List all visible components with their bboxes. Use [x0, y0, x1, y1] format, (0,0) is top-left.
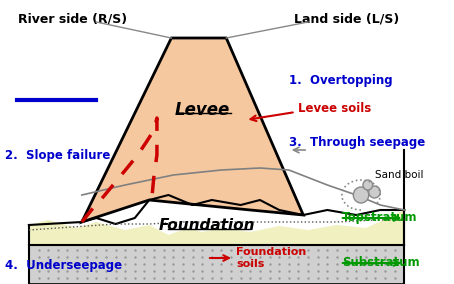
- Text: Levee: Levee: [174, 101, 230, 119]
- Circle shape: [353, 187, 369, 203]
- Polygon shape: [29, 210, 405, 245]
- Text: Foundation: Foundation: [159, 218, 255, 233]
- Text: Substratum: Substratum: [342, 256, 419, 270]
- Text: River side (R/S): River side (R/S): [18, 12, 127, 25]
- Text: 4.  Underseepage: 4. Underseepage: [5, 258, 122, 272]
- Polygon shape: [82, 38, 303, 222]
- Circle shape: [369, 186, 380, 198]
- Text: Foundation
soils: Foundation soils: [236, 247, 306, 269]
- Circle shape: [363, 180, 373, 190]
- Text: Sand boil: Sand boil: [375, 170, 424, 180]
- Text: 3.  Through seepage: 3. Through seepage: [289, 135, 425, 149]
- Text: Land side (L/S): Land side (L/S): [294, 12, 399, 25]
- Text: Levee soils: Levee soils: [298, 101, 372, 114]
- Text: 2.  Slope failure: 2. Slope failure: [5, 149, 110, 162]
- Text: 1.  Overtopping: 1. Overtopping: [289, 74, 392, 87]
- Text: Topstratum: Topstratum: [342, 212, 417, 224]
- Polygon shape: [29, 245, 405, 284]
